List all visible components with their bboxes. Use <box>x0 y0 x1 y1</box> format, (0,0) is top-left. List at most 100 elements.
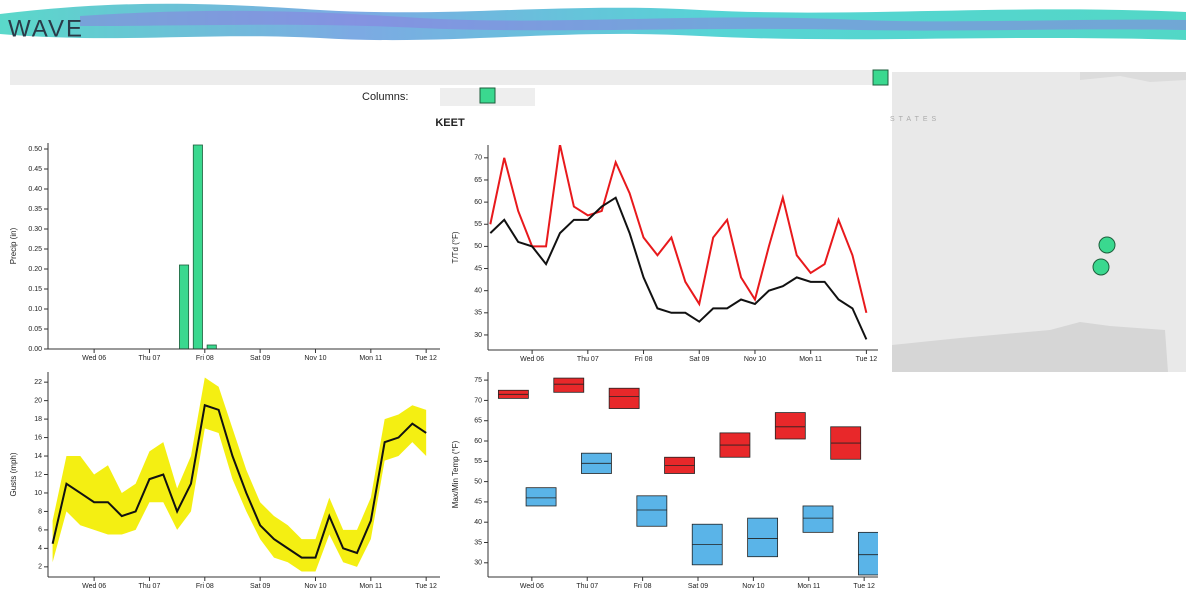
x-tick-label: Sat 09 <box>689 356 709 363</box>
y-axis-title: Precip (in) <box>9 227 18 264</box>
y-tick-label: 20 <box>34 397 42 404</box>
y-tick-label: 50 <box>474 243 482 250</box>
x-tick-label: Sat 09 <box>250 583 270 590</box>
y-tick-label: 0.10 <box>28 306 42 313</box>
y-tick-label: 30 <box>474 560 482 567</box>
box <box>857 531 878 576</box>
y-tick-label: 14 <box>34 453 42 460</box>
x-tick-label: Wed 06 <box>82 583 106 590</box>
box <box>636 495 668 527</box>
box <box>608 387 640 409</box>
y-tick-label: 60 <box>474 438 482 445</box>
line <box>489 145 868 314</box>
x-tick-label: Sat 09 <box>250 355 270 362</box>
x-tick-label: Nov 10 <box>304 355 326 362</box>
y-tick-label: 0.45 <box>28 166 42 173</box>
x-tick-label: Thu 07 <box>139 355 161 362</box>
x-tick-label: Mon 11 <box>797 583 820 590</box>
y-tick-label: 0.20 <box>28 266 42 273</box>
y-tick-label: 0.15 <box>28 286 42 293</box>
map[interactable] <box>892 72 1186 372</box>
y-tick-label: 45 <box>474 265 482 272</box>
y-tick-label: 60 <box>474 199 482 206</box>
y-axis-title: Gusts (mph) <box>9 452 18 496</box>
chart <box>497 377 878 576</box>
map-label: STATES <box>890 116 940 123</box>
columns-label: Columns: <box>362 91 408 103</box>
y-tick-label: 55 <box>474 458 482 465</box>
y-tick-label: 40 <box>474 288 482 295</box>
y-tick-label: 50 <box>474 478 482 485</box>
x-tick-label: Nov 10 <box>304 583 326 590</box>
x-tick-label: Tue 12 <box>415 355 437 362</box>
chart <box>179 144 217 349</box>
y-tick-label: 12 <box>34 471 42 478</box>
box <box>525 487 557 507</box>
y-tick-label: 0.00 <box>28 346 42 353</box>
y-axis-title: Max/Min Temp (°F) <box>451 440 460 508</box>
x-tick-label: Wed 06 <box>82 355 106 362</box>
x-tick-label: Mon 11 <box>359 355 382 362</box>
y-tick-label: 65 <box>474 418 482 425</box>
x-tick-label: Fri 08 <box>634 583 652 590</box>
x-tick-label: Wed 06 <box>520 583 544 590</box>
bar <box>179 264 190 349</box>
y-tick-label: 0.50 <box>28 146 42 153</box>
wave-banner <box>0 3 1186 41</box>
box <box>553 377 585 393</box>
y-axis-title: T/Td (°F) <box>451 231 460 263</box>
x-tick-label: Thu 07 <box>139 583 161 590</box>
toggle-button[interactable] <box>872 69 889 86</box>
x-tick-label: Wed 06 <box>520 356 544 363</box>
y-tick-label: 35 <box>474 310 482 317</box>
x-tick-label: Thu 07 <box>576 583 598 590</box>
x-tick-label: Fri 08 <box>196 583 214 590</box>
y-tick-label: 10 <box>34 490 42 497</box>
y-tick-label: 45 <box>474 499 482 506</box>
chart <box>489 145 868 340</box>
y-tick-label: 75 <box>474 377 482 384</box>
y-tick-label: 40 <box>474 519 482 526</box>
y-tick-label: 22 <box>34 379 42 386</box>
y-tick-label: 70 <box>474 155 482 162</box>
x-tick-label: Tue 12 <box>415 583 437 590</box>
y-tick-label: 16 <box>34 434 42 441</box>
line <box>51 403 427 559</box>
x-tick-label: Sat 09 <box>688 583 708 590</box>
station-title: KEET <box>435 117 465 129</box>
box <box>774 412 806 440</box>
x-tick-label: Fri 08 <box>635 356 653 363</box>
x-tick-label: Nov 10 <box>744 356 766 363</box>
y-tick-label: 65 <box>474 177 482 184</box>
x-tick-label: Fri 08 <box>196 355 214 362</box>
y-tick-label: 8 <box>38 508 42 515</box>
columns-button[interactable] <box>479 87 496 104</box>
station-marker[interactable] <box>1092 258 1110 276</box>
y-tick-label: 0.05 <box>28 326 42 333</box>
box <box>747 517 779 558</box>
y-tick-label: 18 <box>34 416 42 423</box>
y-tick-label: 4 <box>38 545 42 552</box>
chart <box>51 377 427 572</box>
app-title: WAVE <box>8 15 84 42</box>
y-tick-label: 0.25 <box>28 246 42 253</box>
line <box>489 196 868 340</box>
x-tick-label: Nov 10 <box>742 583 764 590</box>
x-tick-label: Mon 11 <box>799 356 822 363</box>
bar <box>206 344 217 349</box>
y-tick-label: 30 <box>474 332 482 339</box>
y-tick-label: 0.35 <box>28 206 42 213</box>
y-tick-label: 55 <box>474 221 482 228</box>
station-bar[interactable] <box>10 70 872 85</box>
y-tick-label: 70 <box>474 397 482 404</box>
y-tick-label: 2 <box>38 564 42 571</box>
bar <box>192 144 203 349</box>
x-tick-label: Thu 07 <box>577 356 599 363</box>
box <box>802 505 834 533</box>
y-tick-label: 0.30 <box>28 226 42 233</box>
y-tick-label: 35 <box>474 539 482 546</box>
station-marker[interactable] <box>1098 236 1116 254</box>
x-tick-label: Mon 11 <box>359 583 382 590</box>
x-tick-label: Tue 12 <box>853 583 875 590</box>
